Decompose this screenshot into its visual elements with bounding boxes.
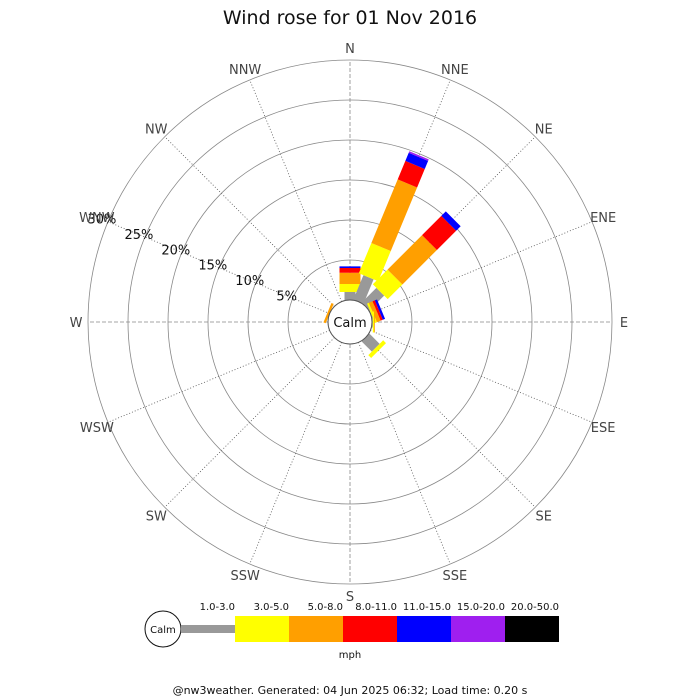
bar-wnw	[323, 302, 334, 324]
wind-bars	[323, 151, 461, 358]
legend-swatch-1-0-3-0	[181, 625, 235, 633]
bar-ne-bin-11-0-15-0	[441, 211, 461, 231]
ring-label-20: 20%	[161, 243, 190, 258]
direction-label-e: E	[620, 316, 628, 331]
bar-se	[361, 333, 386, 358]
ring-10	[247, 219, 453, 425]
calm-label: Calm	[333, 316, 366, 331]
direction-label-wsw: WSW	[80, 421, 114, 436]
bar-wnw-bin-5-0-8-0	[323, 302, 334, 324]
bar-e-bin-5-0-8-0	[374, 311, 375, 333]
ring-label-15: 15%	[198, 259, 227, 274]
direction-label-wnw: WNW	[79, 211, 115, 226]
ring-label-30: 30%	[87, 213, 116, 228]
polar-grid	[87, 59, 613, 585]
direction-label-ssw: SSW	[230, 569, 260, 584]
bar-nne-bin-11-0-15-0	[405, 152, 429, 169]
bar-n-bin-11-0-15-0	[339, 266, 361, 268]
direction-label-w: W	[70, 316, 83, 331]
legend-label-15-0-20-0: 15.0-20.0	[457, 602, 505, 613]
direction-label-ene: ENE	[590, 211, 616, 226]
bar-n-bin-3-0-5-0	[339, 284, 361, 292]
ring-5	[287, 259, 413, 385]
direction-label-n: N	[345, 42, 355, 57]
bar-ne-bin-3-0-5-0	[372, 269, 403, 300]
legend-swatch-11-0-15-0	[397, 616, 451, 642]
ring-20	[167, 139, 533, 505]
bar-ne-bin-8-0-11-0	[422, 215, 457, 250]
direction-labels: N NNE NE ENE E ESE SE SSE S SSW SW WSW W WNW NW NNW	[70, 42, 629, 605]
footer-text: @nw3weather. Generated: 04 Jun 2025 06:3…	[173, 684, 528, 697]
bar-nne-bin-1-0-3-0	[353, 275, 374, 304]
calm-center: Calm	[327, 299, 373, 345]
legend-swatch-5-0-8-0	[289, 616, 343, 642]
bar-n-bin-5-0-8-0	[339, 272, 361, 284]
legend-swatch-8-0-11-0	[343, 616, 397, 642]
bar-nne-bin-3-0-5-0	[358, 242, 391, 282]
bar-se-bin-1-0-3-0	[361, 333, 380, 352]
calm-circle	[327, 299, 373, 345]
bar-ne-bin-1-0-3-0	[361, 287, 385, 311]
ring-label-5: 5%	[276, 289, 297, 304]
bar-se-bin-3-0-5-0	[368, 340, 386, 358]
ring-label-10: 10%	[235, 274, 264, 289]
bar-nne-bin-15-0-20-0	[408, 151, 429, 161]
ring-30	[87, 59, 613, 585]
ring-label-25: 25%	[124, 228, 153, 243]
direction-label-sw: SW	[146, 510, 167, 525]
bar-e-bin-3-0-5-0	[372, 311, 374, 333]
legend-swatch-15-0-20-0	[451, 616, 505, 642]
ring-25	[127, 99, 573, 545]
direction-label-se: SE	[536, 510, 552, 525]
direction-label-nnw: NNW	[229, 63, 261, 78]
legend-unit: mph	[339, 650, 361, 661]
direction-label-sse: SSE	[442, 569, 467, 584]
bar-nne	[353, 151, 429, 304]
bar-nne-bin-5-0-8-0	[371, 179, 418, 251]
ring-15	[207, 179, 493, 465]
legend-label-20-0-50-0: 20.0-50.0	[511, 602, 559, 613]
legend-label-3-0-5-0: 3.0-5.0	[254, 602, 289, 613]
direction-label-ese: ESE	[591, 421, 616, 436]
ring-labels: 5% 10% 15% 20% 25% 30%	[87, 213, 297, 305]
bar-ne-bin-5-0-8-0	[387, 235, 437, 285]
bar-ne	[361, 211, 461, 311]
direction-label-nw: NW	[145, 122, 168, 137]
bar-n-bin-1-0-3-0	[344, 292, 356, 300]
bar-n	[339, 266, 361, 300]
legend-label-1-0-3-0: 1.0-3.0	[200, 602, 235, 613]
bar-n-bin-8-0-11-0	[339, 268, 361, 273]
chart-title: Wind rose for 01 Nov 2016	[223, 7, 477, 29]
direction-label-ne: NE	[535, 122, 553, 137]
legend-swatch-3-0-5-0	[235, 616, 289, 642]
legend-swatch-20-0-50-0	[505, 616, 559, 642]
legend-label-11-0-15-0: 11.0-15.0	[403, 602, 451, 613]
direction-label-nne: NNE	[441, 63, 469, 78]
bar-ene-bin-11-0-15-0	[374, 299, 386, 320]
legend-label-8-0-11-0: 8.0-11.0	[355, 602, 397, 613]
legend-label-5-0-8-0: 5.0-8.0	[308, 602, 343, 613]
bar-nne-bin-8-0-11-0	[397, 160, 425, 188]
legend-calm-label: Calm	[150, 625, 176, 636]
bar-ene-bin-8-0-11-0	[372, 300, 383, 321]
legend: Calm 1.0-3.0 3.0-5.0 5.0-8.0 8.0-11.0 11.0-1…	[144, 602, 559, 661]
direction-label-s: S	[346, 590, 354, 605]
